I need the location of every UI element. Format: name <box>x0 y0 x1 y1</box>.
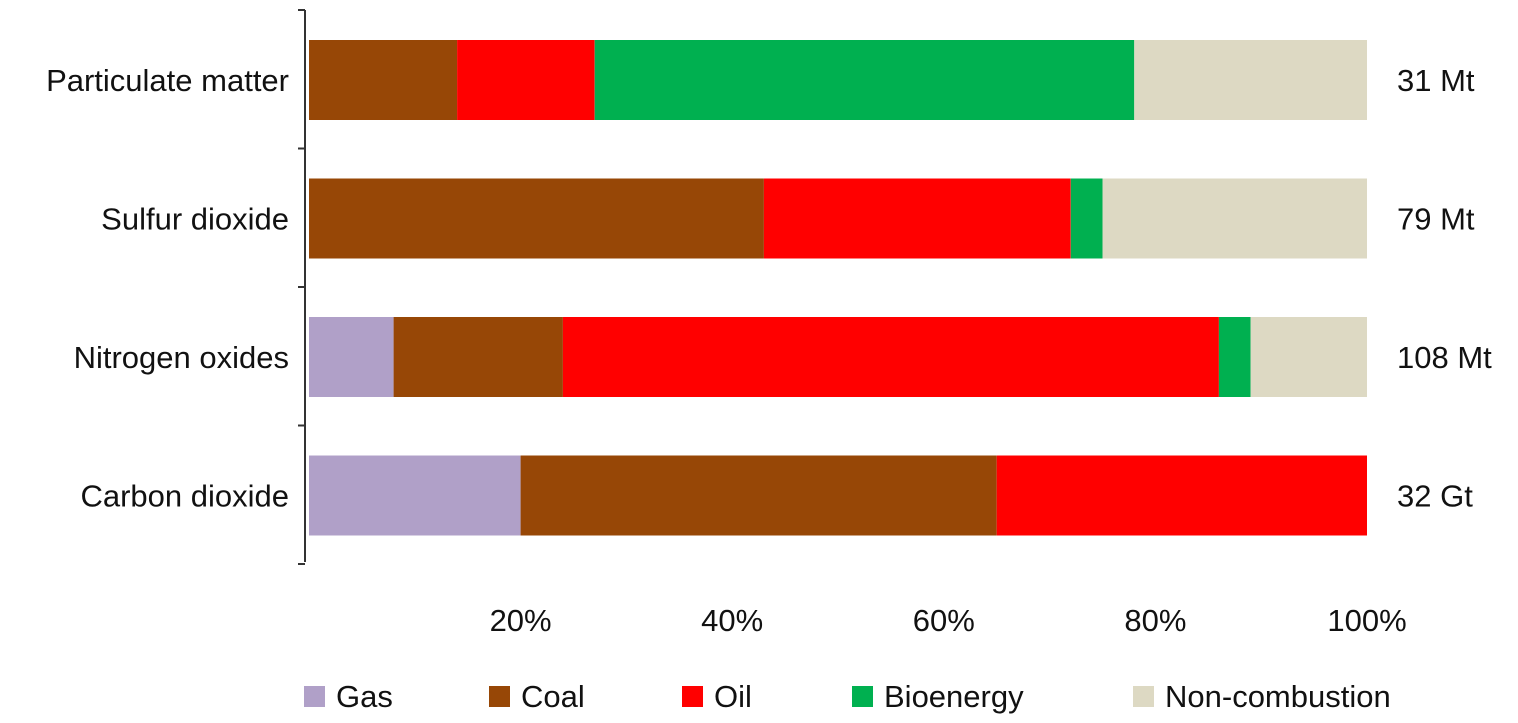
legend-label-bioenergy: Bioenergy <box>884 679 1024 714</box>
legend-label-gas: Gas <box>336 679 393 714</box>
bar-segment-nitrogen-oxides-coal <box>393 317 563 397</box>
bar-segment-particulate-matter-bioenergy <box>594 40 1135 120</box>
x-tick-label-100: 100% <box>1327 603 1406 638</box>
legend-swatch-gas <box>304 686 325 707</box>
legend: Gas Coal Oil Bioenergy Non-combustion <box>304 679 1391 714</box>
legend-label-non-combustion: Non-combustion <box>1165 679 1391 714</box>
x-tick-label-40: 40% <box>701 603 763 638</box>
axis-layer: 20% 40% 60% 80% 100% <box>298 9 1407 638</box>
x-tick-label-80: 80% <box>1124 603 1186 638</box>
legend-swatch-bioenergy <box>852 686 873 707</box>
x-tick-label-20: 20% <box>490 603 552 638</box>
category-label-sulfur-dioxide: Sulfur dioxide <box>101 202 289 237</box>
bar-segment-nitrogen-oxides-gas <box>309 317 394 397</box>
bar-segment-nitrogen-oxides-non-combustion <box>1250 317 1367 397</box>
total-label-nitrogen-oxides: 108 Mt <box>1397 340 1492 375</box>
bar-segment-sulfur-dioxide-coal <box>309 178 764 259</box>
bar-segment-sulfur-dioxide-non-combustion <box>1102 178 1367 259</box>
bar-segment-carbon-dioxide-coal <box>520 455 997 536</box>
bar-segment-particulate-matter-coal <box>309 40 458 120</box>
total-label-sulfur-dioxide: 79 Mt <box>1397 202 1475 237</box>
legend-swatch-oil <box>682 686 703 707</box>
legend-swatch-non-combustion <box>1133 686 1154 707</box>
category-label-nitrogen-oxides: Nitrogen oxides <box>74 340 289 375</box>
bar-segment-sulfur-dioxide-oil <box>763 178 1071 259</box>
bar-segment-particulate-matter-non-combustion <box>1134 40 1367 120</box>
labels-layer: Particulate matter 31 Mt Sulfur dioxide 79 … <box>46 63 1492 514</box>
bar-segment-carbon-dioxide-oil <box>996 455 1367 536</box>
legend-swatch-coal <box>489 686 510 707</box>
bars-layer <box>309 40 1367 536</box>
bar-segment-sulfur-dioxide-bioenergy <box>1070 178 1103 259</box>
bar-segment-carbon-dioxide-gas <box>309 455 521 536</box>
legend-label-coal: Coal <box>521 679 585 714</box>
legend-label-oil: Oil <box>714 679 752 714</box>
x-tick-label-60: 60% <box>913 603 975 638</box>
bar-segment-nitrogen-oxides-bioenergy <box>1218 317 1251 397</box>
bar-segment-particulate-matter-oil <box>457 40 595 120</box>
total-label-carbon-dioxide: 32 Gt <box>1397 479 1473 514</box>
bar-segment-nitrogen-oxides-oil <box>562 317 1219 397</box>
total-label-particulate-matter: 31 Mt <box>1397 63 1475 98</box>
category-label-particulate-matter: Particulate matter <box>46 63 289 98</box>
category-label-carbon-dioxide: Carbon dioxide <box>80 479 289 514</box>
